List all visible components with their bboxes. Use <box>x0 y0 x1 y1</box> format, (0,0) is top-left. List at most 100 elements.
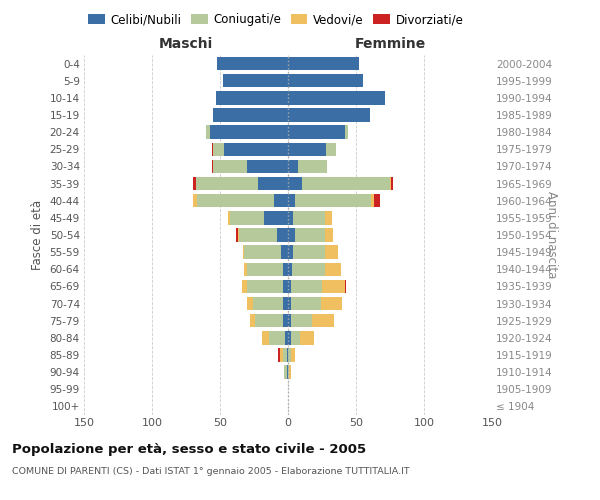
Bar <box>288 366 289 379</box>
Text: Femmine: Femmine <box>355 38 425 52</box>
Bar <box>326 142 335 156</box>
Bar <box>277 228 288 241</box>
Bar <box>322 280 345 293</box>
Bar <box>247 160 288 173</box>
Bar <box>288 280 291 293</box>
Bar <box>278 348 280 362</box>
Bar <box>291 314 313 328</box>
Bar <box>291 331 300 344</box>
Legend: Celibi/Nubili, Coniugati/e, Vedovi/e, Divorziati/e: Celibi/Nubili, Coniugati/e, Vedovi/e, Di… <box>83 8 469 31</box>
Bar <box>291 297 320 310</box>
Bar <box>288 177 302 190</box>
Text: Maschi: Maschi <box>159 38 213 52</box>
Bar <box>313 314 334 328</box>
Bar <box>320 297 343 310</box>
Text: COMUNE DI PARENTI (CS) - Dati ISTAT 1° gennaio 2005 - Elaborazione TUTTITALIA.IT: COMUNE DI PARENTI (CS) - Dati ISTAT 1° g… <box>12 468 410 476</box>
Bar <box>390 177 391 190</box>
Bar <box>262 331 269 344</box>
Bar <box>224 142 288 156</box>
Bar <box>325 228 333 241</box>
Bar <box>288 142 326 156</box>
Bar <box>212 160 213 173</box>
Bar <box>239 228 277 241</box>
Bar <box>287 348 288 362</box>
Bar <box>295 194 371 207</box>
Text: Popolazione per età, sesso e stato civile - 2005: Popolazione per età, sesso e stato civil… <box>12 442 366 456</box>
Bar <box>196 177 258 190</box>
Bar <box>228 211 230 224</box>
Bar <box>288 126 345 139</box>
Bar <box>293 246 325 259</box>
Bar <box>391 177 393 190</box>
Bar <box>212 142 213 156</box>
Bar <box>242 280 247 293</box>
Bar <box>247 280 283 293</box>
Bar <box>211 126 288 139</box>
Bar <box>213 108 288 122</box>
Bar <box>291 348 295 362</box>
Bar <box>292 262 325 276</box>
Y-axis label: Anni di nascita: Anni di nascita <box>545 192 559 278</box>
Bar <box>298 160 328 173</box>
Bar <box>223 74 288 88</box>
Bar <box>300 331 314 344</box>
Bar <box>288 74 363 88</box>
Bar <box>280 348 283 362</box>
Bar <box>256 314 283 328</box>
Bar <box>283 297 288 310</box>
Bar <box>283 262 288 276</box>
Bar <box>289 366 291 379</box>
Bar <box>325 246 338 259</box>
Bar <box>283 314 288 328</box>
Bar <box>193 194 197 207</box>
Bar <box>269 331 285 344</box>
Bar <box>230 211 263 224</box>
Bar <box>288 108 370 122</box>
Bar <box>253 297 283 310</box>
Bar <box>193 177 196 190</box>
Bar <box>288 57 359 70</box>
Bar <box>288 348 291 362</box>
Bar <box>291 280 322 293</box>
Bar <box>288 297 291 310</box>
Bar <box>216 91 288 104</box>
Bar <box>345 280 346 293</box>
Bar <box>217 57 288 70</box>
Bar <box>288 314 291 328</box>
Bar <box>206 126 211 139</box>
Bar <box>283 280 288 293</box>
Bar <box>371 194 374 207</box>
Bar <box>325 262 341 276</box>
Bar <box>247 297 253 310</box>
Bar <box>250 314 256 328</box>
Bar <box>288 331 291 344</box>
Bar <box>283 348 287 362</box>
Bar <box>288 228 295 241</box>
Bar <box>244 246 281 259</box>
Bar <box>302 177 390 190</box>
Bar <box>247 262 283 276</box>
Bar <box>244 262 247 276</box>
Bar <box>288 211 293 224</box>
Bar <box>287 366 288 379</box>
Bar <box>213 142 224 156</box>
Bar <box>288 160 298 173</box>
Bar <box>288 194 295 207</box>
Bar <box>288 262 292 276</box>
Bar <box>325 211 332 224</box>
Bar <box>236 228 238 241</box>
Bar <box>238 228 239 241</box>
Bar <box>288 246 293 259</box>
Bar <box>243 246 244 259</box>
Bar <box>284 366 287 379</box>
Bar <box>288 91 385 104</box>
Bar <box>274 194 288 207</box>
Bar <box>295 228 325 241</box>
Bar <box>258 177 288 190</box>
Bar <box>293 211 325 224</box>
Bar <box>285 331 288 344</box>
Bar <box>281 246 288 259</box>
Y-axis label: Fasce di età: Fasce di età <box>31 200 44 270</box>
Bar <box>213 160 247 173</box>
Bar <box>345 126 348 139</box>
